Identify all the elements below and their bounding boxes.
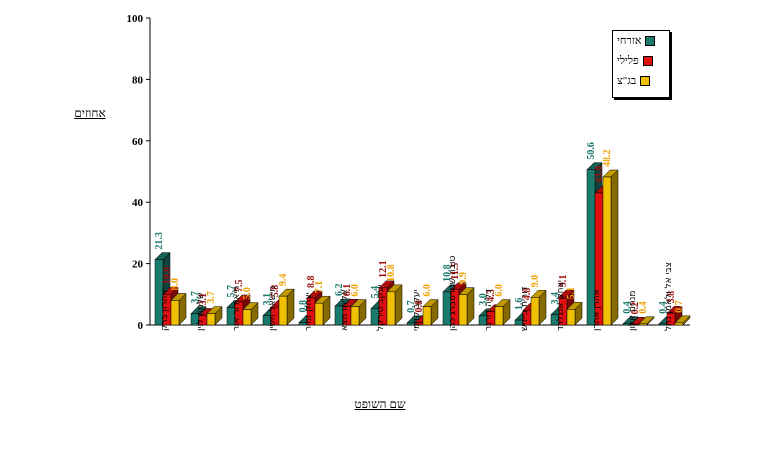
x-tick-label: אליהו מצא xyxy=(340,289,350,331)
y-tick-label: 20 xyxy=(132,259,144,271)
data-label: 0.7 xyxy=(674,300,685,313)
data-label: 5.7 xyxy=(226,285,237,298)
x-tick-label: דליה דורנר xyxy=(484,289,494,331)
data-label: 6.2 xyxy=(334,283,345,296)
data-label: 21.3 xyxy=(154,232,165,250)
legend-label-hcj: בג"צ xyxy=(617,75,637,87)
data-label: 8.8 xyxy=(306,275,317,288)
bar-side xyxy=(610,169,619,326)
legend-swatch-hcj xyxy=(640,76,651,86)
bar xyxy=(154,259,164,326)
data-label: 10.8 xyxy=(442,264,453,282)
y-tick-label: 40 xyxy=(132,197,144,209)
data-label: 5.1 xyxy=(566,287,577,300)
data-label: 6.0 xyxy=(350,284,361,297)
data-label: 3.1 xyxy=(198,293,209,306)
y-tick-label: 80 xyxy=(132,74,144,86)
data-label: 3.7 xyxy=(190,291,201,304)
data-label: 0.4 xyxy=(658,301,669,314)
x-tick-label: מישאל חשין xyxy=(268,286,278,331)
y-tick-label: 0 xyxy=(138,320,144,332)
data-label: 5.4 xyxy=(370,286,381,299)
x-tick-label: דורית בייניש xyxy=(520,286,530,331)
data-label: 3.4 xyxy=(550,292,561,305)
data-label: 8.0 xyxy=(170,278,181,291)
data-label: 50.6 xyxy=(586,142,597,160)
data-label: 5.8 xyxy=(270,285,281,298)
data-label: 12.1 xyxy=(378,260,389,278)
bar xyxy=(530,297,540,326)
bar xyxy=(278,295,288,326)
y-axis-title: אחוזים xyxy=(74,106,106,120)
legend: אזרחי פלילי בג"צ xyxy=(612,30,670,98)
data-label: 0.7 xyxy=(406,300,417,313)
data-label: 48.2 xyxy=(602,150,613,168)
data-label: 43.0 xyxy=(594,165,605,183)
legend-swatch-criminal xyxy=(642,56,653,66)
data-label: 3.8 xyxy=(666,291,677,304)
x-tick-label: יצחק זמיר xyxy=(304,292,314,331)
data-label: 9.9 xyxy=(458,272,469,285)
data-label: 9.0 xyxy=(530,275,541,288)
bar xyxy=(314,302,324,326)
x-tick-label: שלמה לוין xyxy=(196,293,206,331)
data-label: 10.0 xyxy=(162,267,173,285)
data-label: 6.0 xyxy=(494,284,505,297)
x-tick-label: טובה שטרסברג כהן xyxy=(448,256,458,331)
x-tick-label: יצחק אנגלרד xyxy=(556,280,566,331)
x-tick-label: מנחם אלון xyxy=(628,291,638,331)
bar xyxy=(170,300,180,326)
x-axis-title: שם השופט xyxy=(354,397,406,411)
legend-swatch-civil xyxy=(645,36,656,46)
x-tick-label: אהרן אהרן xyxy=(592,289,602,331)
legend-item-hcj: בג"צ xyxy=(613,71,669,91)
legend-label-civil: אזרחי xyxy=(617,35,642,47)
x-tick-label: יעקב קדמי xyxy=(412,289,422,331)
bar xyxy=(566,309,576,326)
legend-label-criminal: פלילי xyxy=(617,55,639,67)
data-label: 0.8 xyxy=(414,300,425,313)
data-label: 9.4 xyxy=(278,274,289,287)
bar xyxy=(494,306,504,326)
data-label: 3.1 xyxy=(262,293,273,306)
data-label: 7.5 xyxy=(234,279,245,292)
data-label: 11.5 xyxy=(450,263,461,280)
legend-item-criminal: פלילי xyxy=(613,51,669,71)
bar xyxy=(422,306,432,326)
bar xyxy=(674,322,684,326)
x-tick-label: צבי אל ולאמן נחל xyxy=(664,262,674,331)
bar xyxy=(666,313,676,326)
data-label: 0.2 xyxy=(630,302,641,315)
y-tick-label: 100 xyxy=(127,13,144,25)
x-tick-label: אהרון ברק xyxy=(160,290,170,331)
data-label: 0.8 xyxy=(298,300,309,313)
data-label: 0.4 xyxy=(622,301,633,314)
data-label: 5.0 xyxy=(242,287,253,300)
data-label: 10.8 xyxy=(386,264,397,282)
bar xyxy=(242,309,252,326)
data-label: 9.1 xyxy=(558,275,569,288)
x-tick-label: יעקב טירקל xyxy=(376,284,386,331)
bar xyxy=(602,176,612,326)
x-tick-label: תיאודור אור xyxy=(232,286,242,331)
bar xyxy=(638,323,648,326)
data-label: 6.1 xyxy=(342,284,353,297)
data-label: 4.8 xyxy=(522,288,533,301)
data-label: 1.6 xyxy=(514,298,525,311)
data-label: 0.4 xyxy=(638,301,649,314)
data-label: 3.7 xyxy=(206,291,217,304)
data-label: 4.3 xyxy=(486,289,497,302)
bar xyxy=(206,313,216,326)
data-label: 3.0 xyxy=(478,293,489,306)
bar xyxy=(350,306,360,326)
y-tick-label: 60 xyxy=(132,136,144,148)
data-label: 6.0 xyxy=(422,284,433,297)
bar xyxy=(458,294,468,326)
legend-item-civil: אזרחי xyxy=(613,31,669,51)
data-label: 7.1 xyxy=(314,281,325,294)
bar xyxy=(386,291,396,326)
